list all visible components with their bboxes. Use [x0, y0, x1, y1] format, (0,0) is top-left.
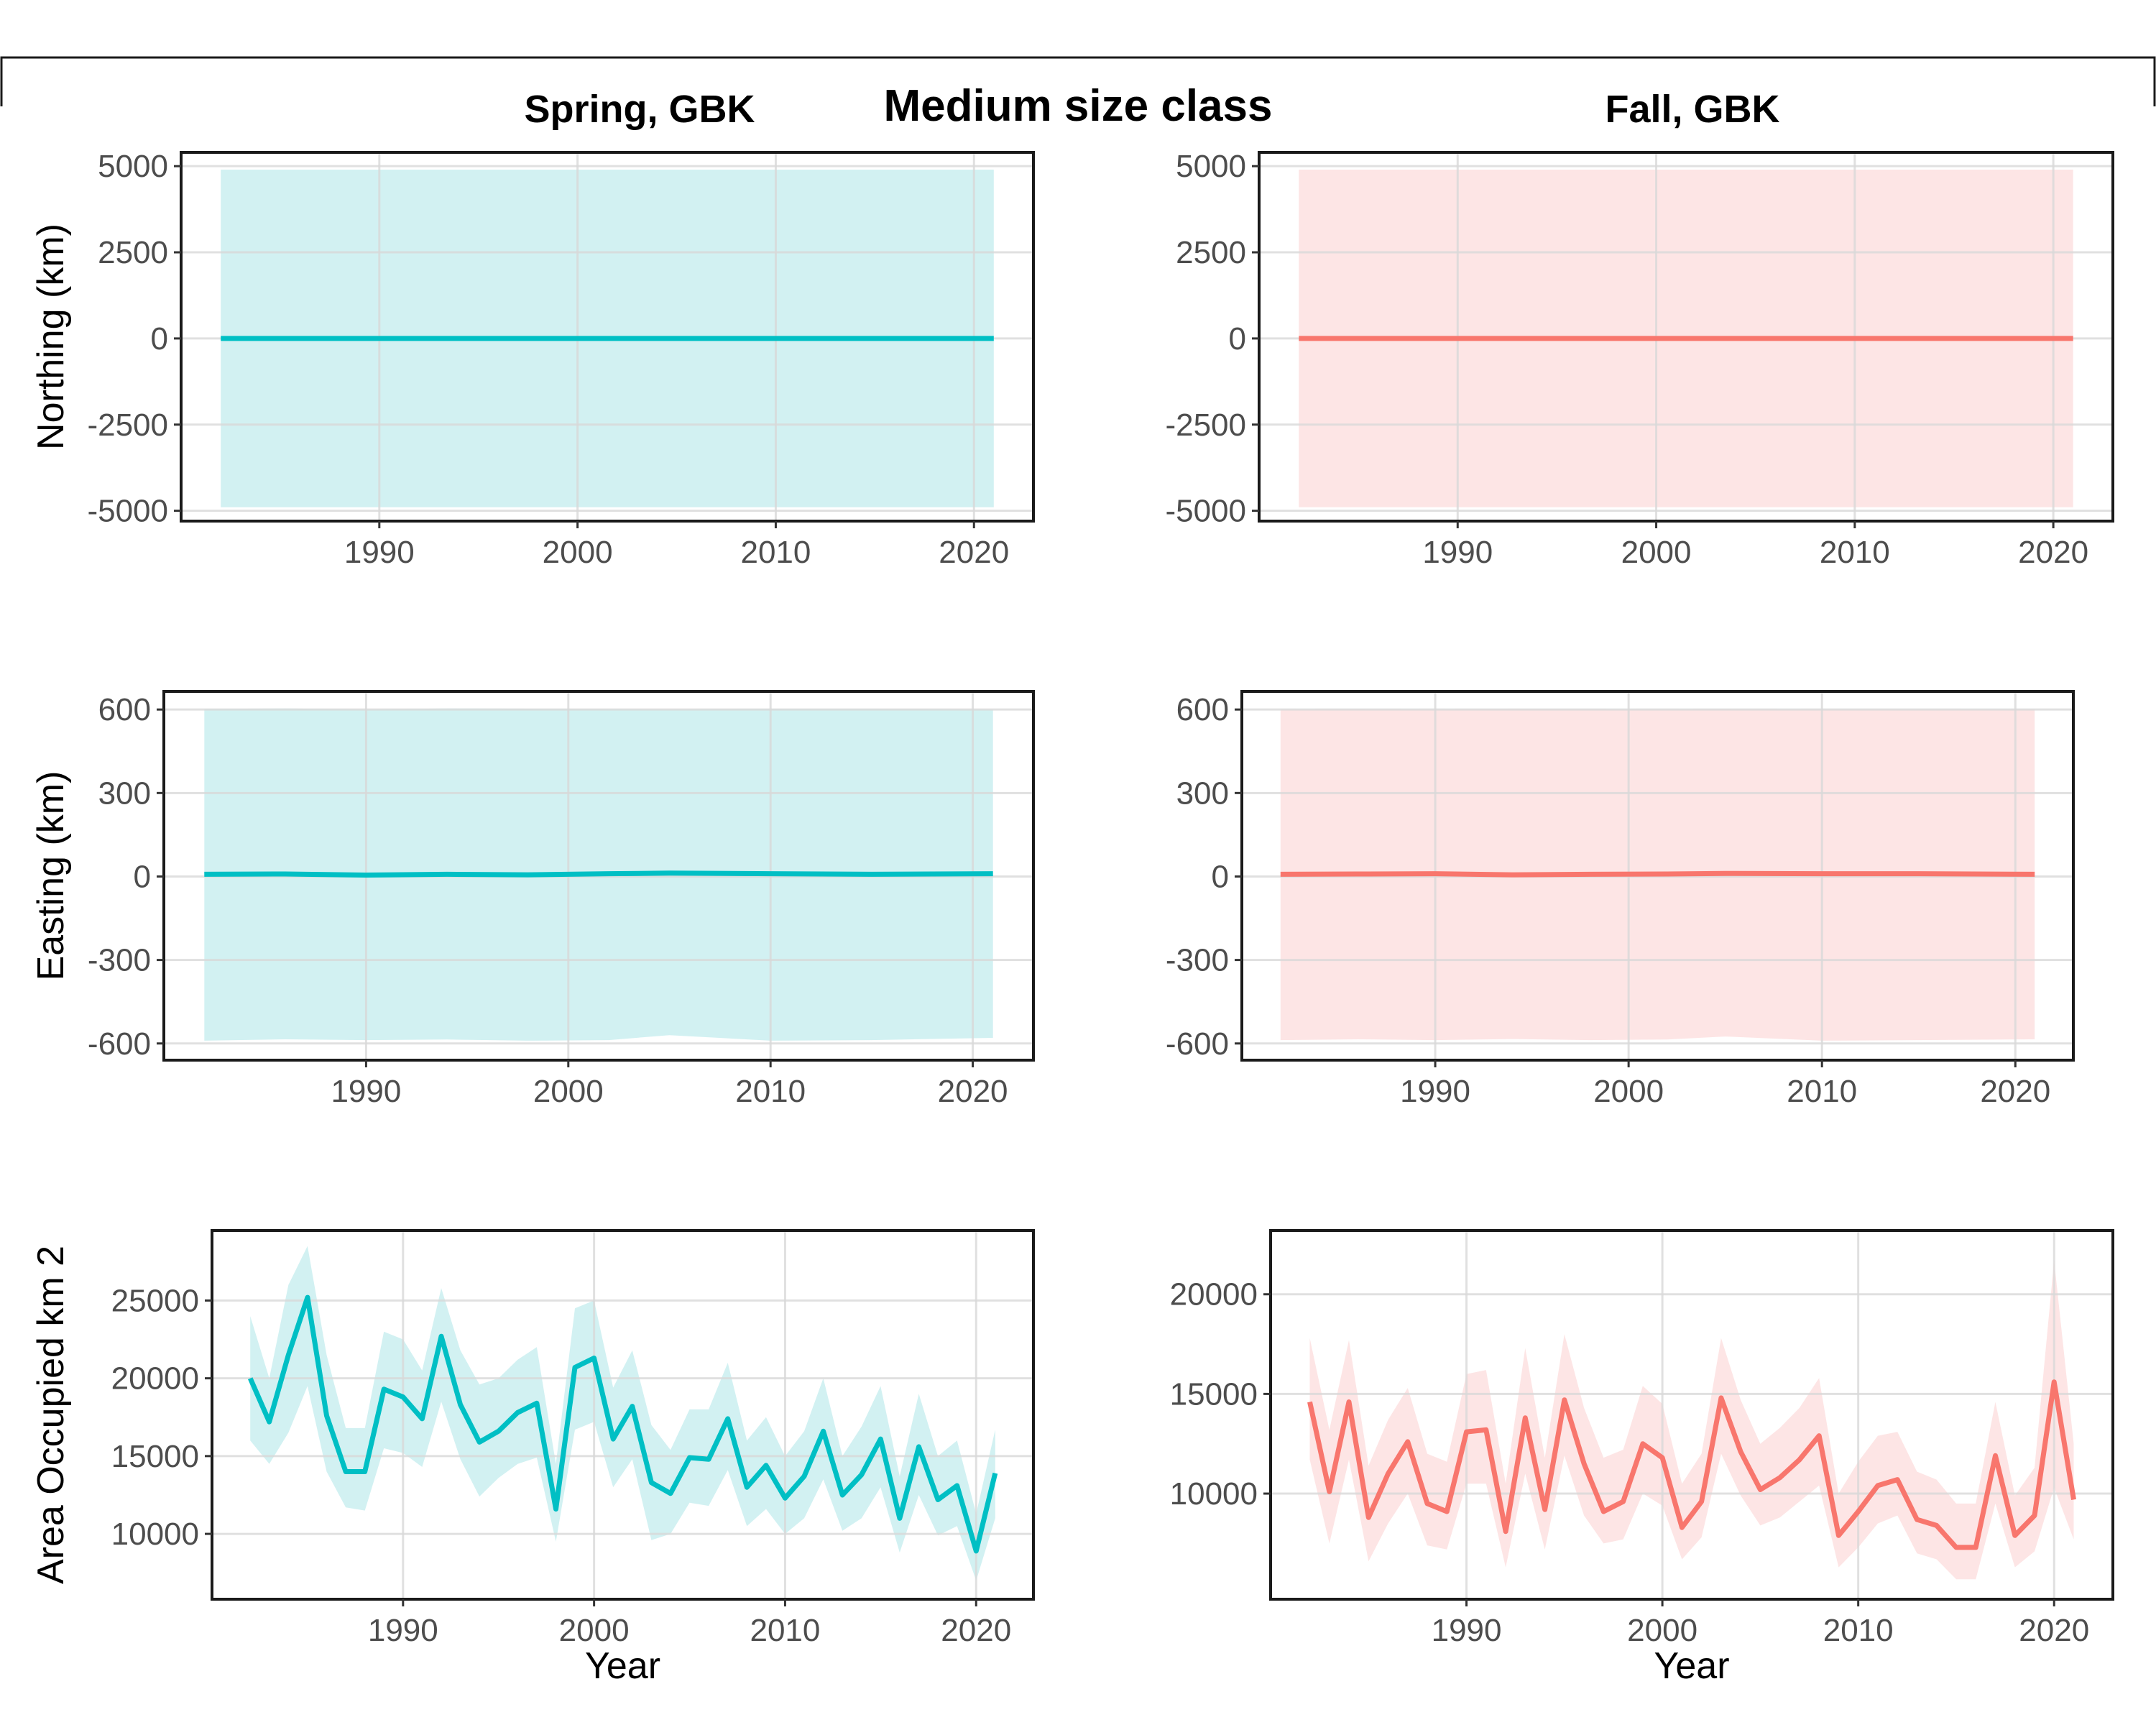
x-tick-label: 1990	[1422, 535, 1493, 570]
y-tick-label: 15000	[111, 1439, 199, 1474]
confidence-band	[1309, 1260, 2074, 1580]
y-tick-label: -600	[1166, 1026, 1229, 1062]
y-tick-label: 20000	[1170, 1277, 1258, 1312]
x-axis-label: Year	[585, 1645, 660, 1687]
x-tick-label: 1990	[344, 535, 415, 570]
panel-fall-area: 1990 2000 2010 2020 10000 15000 20000 Year	[1170, 1229, 2114, 1687]
x-axis-label: Year	[1654, 1645, 1729, 1687]
panel-frame	[180, 151, 1035, 523]
x-tick-label: 2010	[1823, 1613, 1894, 1648]
y-tick-label: 0	[134, 859, 151, 894]
y-tick-label: 600	[98, 692, 151, 727]
y-tick-label: -300	[1166, 943, 1229, 978]
y-tick-label: 0	[1229, 321, 1246, 356]
panel-frame	[1258, 151, 2114, 523]
y-axis-label: Area Occupied km 2	[30, 1246, 72, 1584]
x-tick-label: 2010	[750, 1613, 820, 1648]
y-tick-label: 5000	[98, 149, 168, 184]
col-title-spring: Spring, GBK	[525, 88, 755, 131]
y-tick-label: 10000	[1170, 1476, 1258, 1512]
y-tick-label: 20000	[111, 1361, 199, 1397]
confidence-band	[250, 1246, 995, 1581]
x-tick-label: 2020	[1980, 1074, 2050, 1109]
y-tick-label: 15000	[1170, 1376, 1258, 1412]
y-tick-label: -5000	[1165, 494, 1246, 529]
x-tick-label: 1990	[1400, 1074, 1470, 1109]
y-tick-label: 0	[1212, 859, 1229, 894]
y-tick-label: -300	[88, 943, 151, 978]
x-tick-label: 2000	[533, 1074, 604, 1109]
x-tick-label: 2020	[939, 535, 1009, 570]
x-tick-label: 2010	[735, 1074, 806, 1109]
x-tick-label: 2000	[1593, 1074, 1664, 1109]
panel-fall-easting: 1990 2000 2010 2020 -600 -300 0 300 600	[1166, 690, 2075, 1109]
y-tick-label: 600	[1176, 692, 1229, 727]
x-tick-label: 2000	[1621, 535, 1692, 570]
x-tick-label: 2010	[1787, 1074, 1857, 1109]
y-tick-label: -5000	[87, 494, 168, 529]
y-tick-label: 25000	[111, 1283, 199, 1318]
x-tick-label: 1990	[331, 1074, 401, 1109]
y-tick-label: 300	[1176, 776, 1229, 811]
x-tick-label: 2010	[740, 535, 811, 570]
x-tick-label: 1990	[1432, 1613, 1502, 1648]
panel-spring-northing: 1990 2000 2010 2020 -5000 -2500 0 2500 5000 North…	[30, 149, 1035, 570]
panel-spring-area: 1990 2000 2010 2020 10000 15000 20000 25000 Area…	[30, 1229, 1035, 1687]
x-tick-label: 2010	[1820, 535, 1890, 570]
y-axis-label: Northing (km)	[30, 224, 72, 450]
y-axis-label: Easting (km)	[30, 771, 72, 981]
panel-frame	[1269, 1229, 2114, 1601]
panel-fall-northing: 1990 2000 2010 2020 -5000 -2500 0 2500 5000	[1165, 149, 2114, 570]
y-tick-label: 0	[151, 321, 168, 356]
x-tick-label: 2020	[2018, 535, 2088, 570]
series-line	[204, 870, 993, 878]
x-tick-label: 2000	[1627, 1613, 1697, 1648]
y-tick-label: -600	[88, 1026, 151, 1062]
y-tick-label: 10000	[111, 1517, 199, 1552]
x-tick-label: 1990	[368, 1613, 438, 1648]
y-tick-label: 5000	[1176, 149, 1246, 184]
series-line	[1280, 870, 2035, 878]
figure-title: Medium size class	[883, 81, 1272, 131]
x-tick-label: 2020	[941, 1613, 1011, 1648]
col-title-fall: Fall, GBK	[1605, 88, 1779, 131]
panel-frame	[211, 1229, 1035, 1601]
y-tick-label: 2500	[98, 235, 168, 270]
x-tick-label: 2000	[543, 535, 613, 570]
panel-spring-easting: 1990 2000 2010 2020 -600 -300 0 300 600 Easting (…	[30, 690, 1035, 1109]
y-tick-label: 300	[98, 776, 151, 811]
y-tick-label: -2500	[87, 408, 168, 443]
x-tick-label: 2020	[2019, 1613, 2089, 1648]
y-tick-label: 2500	[1176, 235, 1246, 270]
x-tick-label: 2020	[938, 1074, 1008, 1109]
x-tick-label: 2000	[559, 1613, 630, 1648]
y-tick-label: -2500	[1165, 408, 1246, 443]
top-border	[0, 56, 2156, 106]
series-line	[247, 1294, 998, 1554]
series-line	[1307, 1379, 2076, 1550]
